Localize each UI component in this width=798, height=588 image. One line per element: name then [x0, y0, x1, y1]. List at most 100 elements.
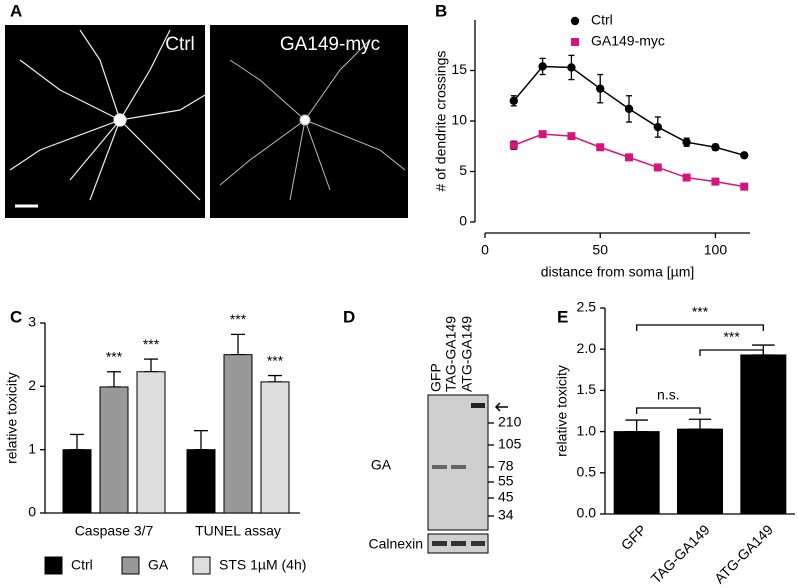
- legend-label: GA149-myc: [591, 33, 665, 49]
- x-tick-label: Caspase 3/7: [75, 523, 154, 539]
- marker-label: 34: [498, 507, 514, 523]
- lane-label: GFP: [428, 363, 444, 392]
- y-tick-label: 2: [28, 377, 36, 393]
- significance: ***: [692, 304, 709, 320]
- bar: [62, 449, 92, 514]
- bar: [613, 431, 660, 515]
- significance: n.s.: [657, 387, 680, 403]
- legend-label: Ctrl: [591, 12, 613, 28]
- arrow: [494, 402, 508, 412]
- band: [432, 541, 447, 546]
- bracket: [699, 349, 764, 356]
- neuron-ctrl: [9, 29, 206, 208]
- micrographs: Ctrl GA149-myc: [5, 25, 408, 218]
- significance: ***: [267, 352, 284, 368]
- y-tick-label: 15: [451, 61, 467, 77]
- x-axis-label: distance from soma [µm]: [541, 264, 695, 280]
- significance: ***: [143, 336, 160, 352]
- y-axis-label: relative toxicity: [4, 372, 20, 464]
- marker-label: 105: [498, 436, 522, 452]
- x-tick-label: TUNEL assay: [195, 523, 281, 539]
- point: [509, 141, 518, 150]
- lane-label: TAG-GA149: [443, 316, 459, 392]
- marker-label: 210: [498, 414, 522, 430]
- bar: [740, 354, 787, 515]
- band: [451, 465, 466, 469]
- y-tick-label: 0.5: [577, 464, 597, 480]
- x-tick-label: TAG-GA149: [648, 521, 713, 586]
- neuron-ga: [219, 39, 406, 201]
- point: [596, 84, 605, 93]
- y-tick-label: 3: [28, 314, 36, 330]
- legend-marker: [121, 556, 140, 575]
- blot-label: Calnexin: [369, 536, 423, 552]
- panel-label: D: [343, 307, 355, 326]
- point: [567, 63, 576, 72]
- point: [682, 173, 691, 182]
- y-tick-label: 2.5: [577, 299, 597, 315]
- band: [451, 541, 466, 546]
- x-tick-label: ATG-GA149: [711, 521, 776, 586]
- significance: ***: [230, 311, 247, 327]
- legend-marker: [570, 16, 580, 26]
- bar: [223, 354, 253, 514]
- point: [711, 177, 720, 186]
- bar: [677, 428, 723, 515]
- marker-label: 45: [498, 489, 514, 505]
- point: [596, 143, 605, 152]
- x-tick-label: 0: [481, 242, 489, 258]
- panel-label: C: [10, 307, 22, 326]
- point: [624, 104, 634, 114]
- bar: [136, 371, 166, 514]
- point: [567, 132, 576, 141]
- point: [625, 153, 634, 162]
- bar: [260, 381, 290, 514]
- legend-label: Ctrl: [71, 557, 93, 573]
- significance: ***: [106, 348, 123, 364]
- x-tick-label: 50: [592, 242, 608, 258]
- bar: [99, 386, 129, 514]
- marker-label: 55: [498, 473, 514, 489]
- y-tick-label: 1.0: [577, 422, 597, 438]
- blot-main: [427, 394, 489, 531]
- panel-label: E: [557, 307, 568, 326]
- point: [682, 138, 691, 147]
- legend-marker: [44, 556, 63, 575]
- bracket: [636, 324, 764, 331]
- y-tick-label: 1: [28, 440, 36, 456]
- image-label: Ctrl: [165, 34, 195, 55]
- y-tick-label: 2.0: [577, 340, 597, 356]
- point: [509, 96, 519, 106]
- y-tick-label: 0: [28, 504, 36, 520]
- x-tick-label: 100: [704, 242, 728, 258]
- legend-label: STS 1µM (4h): [219, 557, 306, 573]
- image-ctrl: [5, 25, 205, 218]
- bracket: [636, 407, 701, 414]
- y-tick-label: 5: [459, 162, 467, 178]
- image-label: GA149-myc: [280, 34, 380, 55]
- y-tick-label: 0: [459, 213, 467, 229]
- y-axis-label: relative toxicity: [554, 365, 570, 457]
- lane-label: ATG-GA149: [459, 316, 475, 392]
- significance: ***: [723, 329, 740, 345]
- legend-marker: [571, 38, 579, 46]
- legend-marker: [192, 556, 211, 575]
- point: [538, 62, 547, 71]
- x-tick-label: GFP: [618, 521, 650, 553]
- y-tick-label: 1.5: [577, 381, 597, 397]
- point: [653, 122, 663, 132]
- blot-label: GA: [371, 457, 392, 473]
- point: [711, 143, 720, 152]
- point: [740, 182, 749, 191]
- blot: [427, 394, 508, 554]
- bar: [186, 449, 216, 514]
- marker-label: 78: [498, 458, 514, 474]
- panel-label: B: [435, 1, 447, 20]
- point: [740, 151, 749, 160]
- point: [653, 163, 662, 172]
- point: [538, 130, 547, 139]
- band: [432, 465, 447, 469]
- panel-label: A: [10, 1, 22, 20]
- band: [471, 403, 485, 408]
